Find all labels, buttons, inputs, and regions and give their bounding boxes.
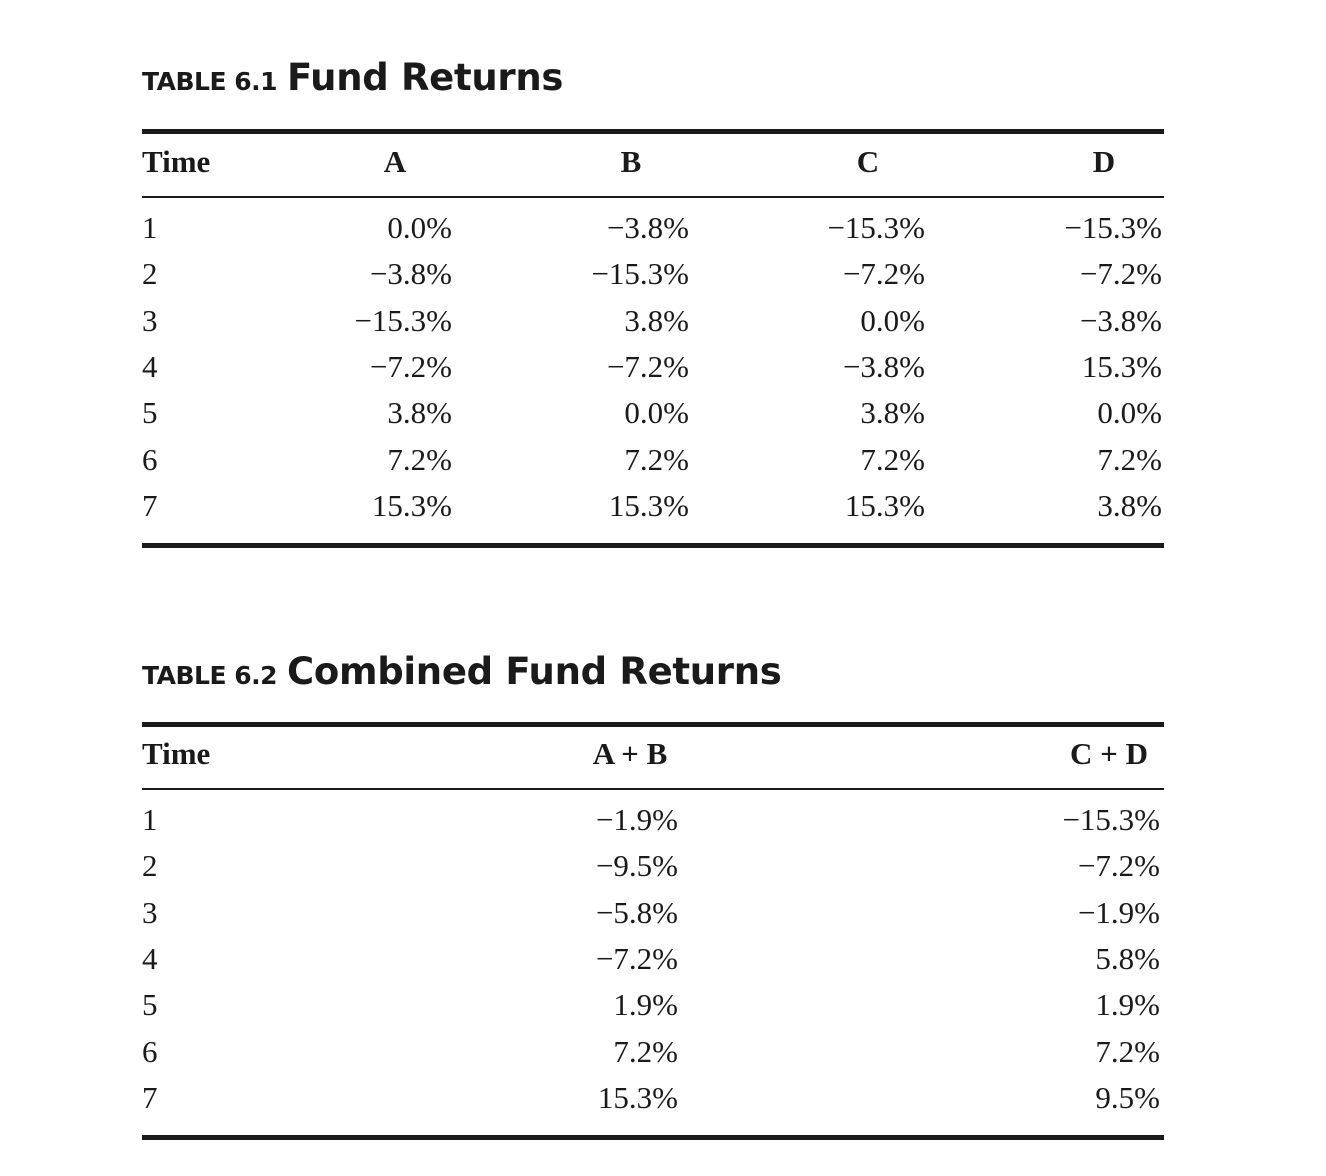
return-cell: 7.2% (613, 1033, 678, 1069)
bottom-rule (142, 543, 1164, 548)
return-cell: 3.8% (624, 302, 689, 338)
return-cell: −7.2% (606, 348, 689, 384)
column-header-a-plus-b: A + B (592, 736, 668, 771)
return-cell: −15.3% (591, 256, 689, 292)
return-cell: −7.2% (1077, 848, 1160, 884)
bottom-rule (142, 1135, 1164, 1140)
column-header-d: D (1092, 144, 1116, 179)
time-cell: 4 (142, 940, 158, 976)
table-label: TABLE 6.1 (142, 67, 278, 96)
table-title: Combined Fund Returns (287, 650, 782, 693)
return-cell: −3.8% (606, 210, 689, 245)
time-cell: 5 (142, 987, 158, 1023)
return-cell: −1.9% (595, 802, 678, 837)
return-cell: 0.0% (624, 395, 689, 431)
return-cell: 3.8% (860, 395, 925, 431)
time-cell: 1 (142, 210, 158, 245)
return-cell: −15.3% (354, 302, 452, 338)
time-cell: 2 (142, 848, 158, 884)
return-cell: 15.3% (597, 1079, 678, 1115)
time-cell: 6 (142, 1033, 158, 1069)
time-cell: 4 (142, 348, 158, 384)
return-cell: 7.2% (1097, 441, 1162, 477)
return-cell: −7.2% (842, 256, 925, 292)
time-cell: 3 (142, 894, 158, 930)
table-caption: TABLE 6.2 Combined Fund Returns (142, 650, 782, 693)
time-cell: 6 (142, 441, 158, 477)
return-cell: 5.8% (1095, 940, 1160, 976)
time-cell: 1 (142, 802, 158, 837)
return-cell: 15.3% (844, 487, 925, 523)
return-cell: 15.3% (1081, 348, 1162, 384)
return-cell: 9.5% (1095, 1079, 1160, 1115)
return-cell: 3.8% (387, 395, 452, 431)
return-cell: −7.2% (1079, 256, 1162, 292)
column-header-time: Time (142, 144, 211, 179)
time-cell: 3 (142, 302, 158, 338)
return-cell: 3.8% (1097, 487, 1162, 523)
return-cell: 1.9% (613, 987, 678, 1023)
return-cell: −15.3% (1064, 210, 1162, 245)
return-cell: 0.0% (860, 302, 925, 338)
return-cell: −7.2% (595, 940, 678, 976)
column-header-b: B (620, 144, 642, 179)
return-cell: 7.2% (860, 441, 925, 477)
return-cell: −7.2% (369, 348, 452, 384)
return-cell: −3.8% (842, 348, 925, 384)
return-cell: 1.9% (1095, 987, 1160, 1023)
return-cell: 7.2% (624, 441, 689, 477)
top-rule (142, 722, 1164, 727)
table-caption: TABLE 6.1 Fund Returns (142, 56, 563, 99)
return-cell: −3.8% (369, 256, 452, 292)
table-label: TABLE 6.2 (142, 661, 278, 690)
return-cell: 0.0% (1097, 395, 1162, 431)
header-rule (142, 788, 1164, 790)
time-cell: 7 (142, 487, 158, 523)
time-cell: 5 (142, 395, 158, 431)
column-header-c: C (856, 144, 880, 179)
column-header-c-plus-d: C + D (1070, 736, 1148, 771)
return-cell: 7.2% (387, 441, 452, 477)
header-rule (142, 196, 1164, 198)
return-cell: −15.3% (1062, 802, 1160, 837)
table-title: Fund Returns (287, 56, 564, 99)
return-cell: 15.3% (608, 487, 689, 523)
top-rule (142, 129, 1164, 134)
return-cell: −9.5% (595, 848, 678, 884)
column-header-a: A (383, 144, 407, 179)
return-cell: 15.3% (371, 487, 452, 523)
return-cell: −5.8% (595, 894, 678, 930)
return-cell: 7.2% (1095, 1033, 1160, 1069)
return-cell: −3.8% (1079, 302, 1162, 338)
return-cell: −1.9% (1077, 894, 1160, 930)
time-cell: 7 (142, 1079, 158, 1115)
return-cell: −15.3% (827, 210, 925, 245)
column-header-time: Time (142, 736, 211, 771)
time-cell: 2 (142, 256, 158, 292)
return-cell: 0.0% (387, 210, 452, 245)
